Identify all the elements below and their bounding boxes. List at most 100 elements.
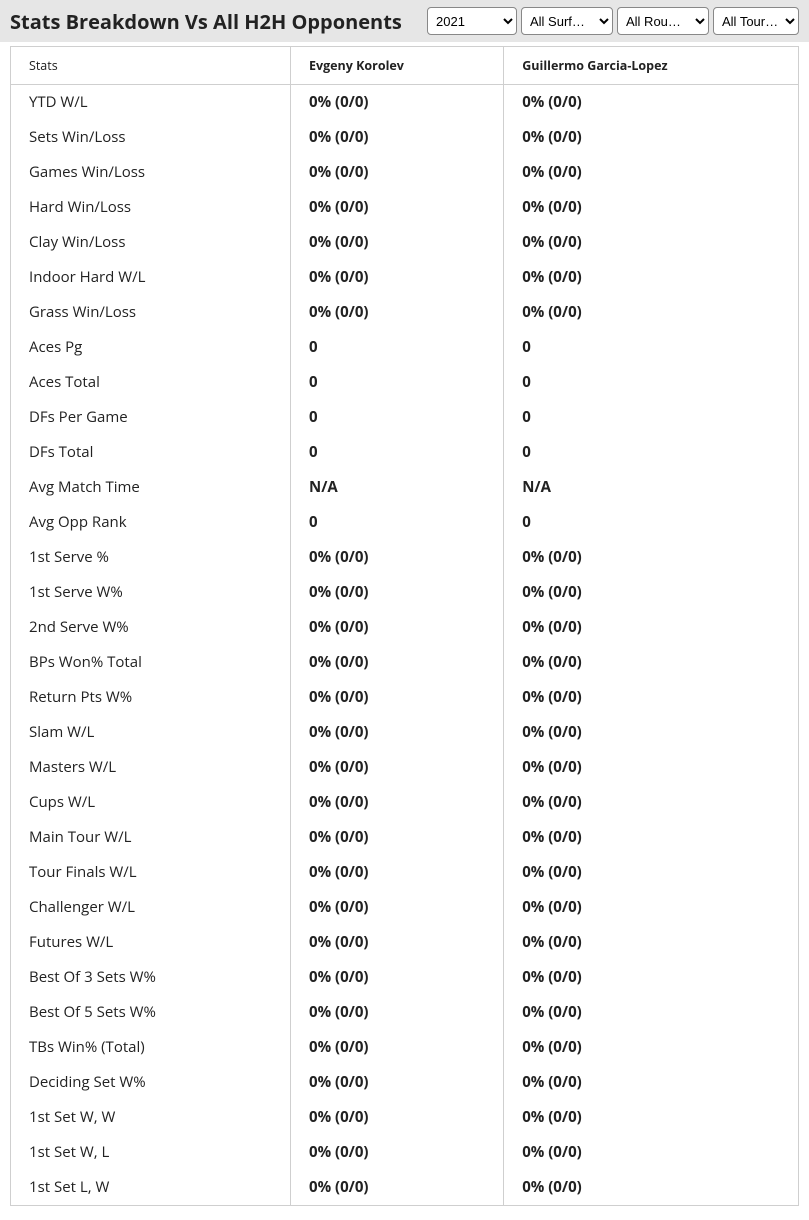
year-select[interactable]: 2021	[427, 7, 517, 35]
table-row: Games Win/Loss0% (0/0)0% (0/0)	[11, 155, 799, 190]
stat-label: DFs Per Game	[11, 400, 291, 435]
table-row: DFs Total00	[11, 435, 799, 470]
stat-label: Deciding Set W%	[11, 1065, 291, 1100]
table-row: Slam W/L0% (0/0)0% (0/0)	[11, 715, 799, 750]
table-row: TBs Win% (Total)0% (0/0)0% (0/0)	[11, 1030, 799, 1065]
player1-value: 0% (0/0)	[291, 925, 504, 960]
player1-value: 0% (0/0)	[291, 645, 504, 680]
player1-value: 0% (0/0)	[291, 855, 504, 890]
stat-label: Best Of 5 Sets W%	[11, 995, 291, 1030]
player1-value: 0	[291, 435, 504, 470]
stat-label: Aces Total	[11, 365, 291, 400]
column-header-player2: Guillermo Garcia-Lopez	[504, 47, 799, 85]
player2-value: 0% (0/0)	[504, 1065, 799, 1100]
player1-value: 0% (0/0)	[291, 575, 504, 610]
stats-table: Stats Evgeny Korolev Guillermo Garcia-Lo…	[10, 46, 799, 1206]
player1-value: 0% (0/0)	[291, 820, 504, 855]
player1-value: 0	[291, 505, 504, 540]
stat-label: 1st Set W, L	[11, 1135, 291, 1170]
player1-value: 0	[291, 330, 504, 365]
player1-value: 0% (0/0)	[291, 155, 504, 190]
stat-label: Futures W/L	[11, 925, 291, 960]
player2-value: 0% (0/0)	[504, 1030, 799, 1065]
stat-label: Hard Win/Loss	[11, 190, 291, 225]
player1-value: 0% (0/0)	[291, 1170, 504, 1206]
table-row: 2nd Serve W%0% (0/0)0% (0/0)	[11, 610, 799, 645]
stat-label: 1st Set L, W	[11, 1170, 291, 1206]
table-row: DFs Per Game00	[11, 400, 799, 435]
player1-value: N/A	[291, 470, 504, 505]
stat-label: Main Tour W/L	[11, 820, 291, 855]
table-row: BPs Won% Total0% (0/0)0% (0/0)	[11, 645, 799, 680]
table-row: Hard Win/Loss0% (0/0)0% (0/0)	[11, 190, 799, 225]
stat-label: TBs Win% (Total)	[11, 1030, 291, 1065]
player2-value: 0% (0/0)	[504, 750, 799, 785]
column-header-player1: Evgeny Korolev	[291, 47, 504, 85]
player2-value: 0% (0/0)	[504, 85, 799, 121]
stat-label: Grass Win/Loss	[11, 295, 291, 330]
stat-label: Cups W/L	[11, 785, 291, 820]
player1-value: 0% (0/0)	[291, 785, 504, 820]
surface-select[interactable]: All Surf…	[521, 7, 613, 35]
table-row: Aces Total00	[11, 365, 799, 400]
player1-value: 0	[291, 400, 504, 435]
stat-label: Return Pts W%	[11, 680, 291, 715]
table-row: Indoor Hard W/L0% (0/0)0% (0/0)	[11, 260, 799, 295]
player2-value: 0% (0/0)	[504, 1100, 799, 1135]
player2-value: N/A	[504, 470, 799, 505]
player2-value: 0% (0/0)	[504, 540, 799, 575]
player2-value: 0	[504, 365, 799, 400]
player1-value: 0% (0/0)	[291, 750, 504, 785]
table-row: 1st Serve W%0% (0/0)0% (0/0)	[11, 575, 799, 610]
stat-label: Avg Match Time	[11, 470, 291, 505]
player2-value: 0% (0/0)	[504, 785, 799, 820]
player1-value: 0% (0/0)	[291, 680, 504, 715]
player1-value: 0% (0/0)	[291, 1030, 504, 1065]
player2-value: 0	[504, 400, 799, 435]
stat-label: Games Win/Loss	[11, 155, 291, 190]
player2-value: 0% (0/0)	[504, 295, 799, 330]
player2-value: 0% (0/0)	[504, 855, 799, 890]
table-row: YTD W/L0% (0/0)0% (0/0)	[11, 85, 799, 121]
stat-label: Slam W/L	[11, 715, 291, 750]
player2-value: 0% (0/0)	[504, 995, 799, 1030]
player2-value: 0% (0/0)	[504, 680, 799, 715]
player1-value: 0% (0/0)	[291, 610, 504, 645]
player1-value: 0% (0/0)	[291, 120, 504, 155]
player2-value: 0% (0/0)	[504, 260, 799, 295]
tour-select[interactable]: All Tour…	[713, 7, 799, 35]
player1-value: 0% (0/0)	[291, 540, 504, 575]
stat-label: Best Of 3 Sets W%	[11, 960, 291, 995]
player1-value: 0% (0/0)	[291, 295, 504, 330]
table-row: Aces Pg00	[11, 330, 799, 365]
table-row: Grass Win/Loss0% (0/0)0% (0/0)	[11, 295, 799, 330]
player1-value: 0% (0/0)	[291, 1135, 504, 1170]
player2-value: 0% (0/0)	[504, 610, 799, 645]
player1-value: 0% (0/0)	[291, 995, 504, 1030]
table-row: Deciding Set W%0% (0/0)0% (0/0)	[11, 1065, 799, 1100]
player1-value: 0% (0/0)	[291, 225, 504, 260]
player1-value: 0% (0/0)	[291, 1100, 504, 1135]
player2-value: 0% (0/0)	[504, 1135, 799, 1170]
table-row: Best Of 3 Sets W%0% (0/0)0% (0/0)	[11, 960, 799, 995]
table-row: Sets Win/Loss0% (0/0)0% (0/0)	[11, 120, 799, 155]
round-select[interactable]: All Rou…	[617, 7, 709, 35]
player2-value: 0% (0/0)	[504, 715, 799, 750]
stat-label: 1st Serve %	[11, 540, 291, 575]
stat-label: 1st Set W, W	[11, 1100, 291, 1135]
table-row: Avg Match TimeN/AN/A	[11, 470, 799, 505]
player2-value: 0% (0/0)	[504, 890, 799, 925]
player2-value: 0% (0/0)	[504, 190, 799, 225]
player2-value: 0% (0/0)	[504, 1170, 799, 1206]
stat-label: BPs Won% Total	[11, 645, 291, 680]
player1-value: 0% (0/0)	[291, 1065, 504, 1100]
player2-value: 0	[504, 505, 799, 540]
stat-label: YTD W/L	[11, 85, 291, 121]
table-row: Challenger W/L0% (0/0)0% (0/0)	[11, 890, 799, 925]
table-row: 1st Set W, W0% (0/0)0% (0/0)	[11, 1100, 799, 1135]
table-row: Main Tour W/L0% (0/0)0% (0/0)	[11, 820, 799, 855]
table-header-row: Stats Evgeny Korolev Guillermo Garcia-Lo…	[11, 47, 799, 85]
stat-label: Tour Finals W/L	[11, 855, 291, 890]
player2-value: 0% (0/0)	[504, 960, 799, 995]
table-row: 1st Set W, L0% (0/0)0% (0/0)	[11, 1135, 799, 1170]
